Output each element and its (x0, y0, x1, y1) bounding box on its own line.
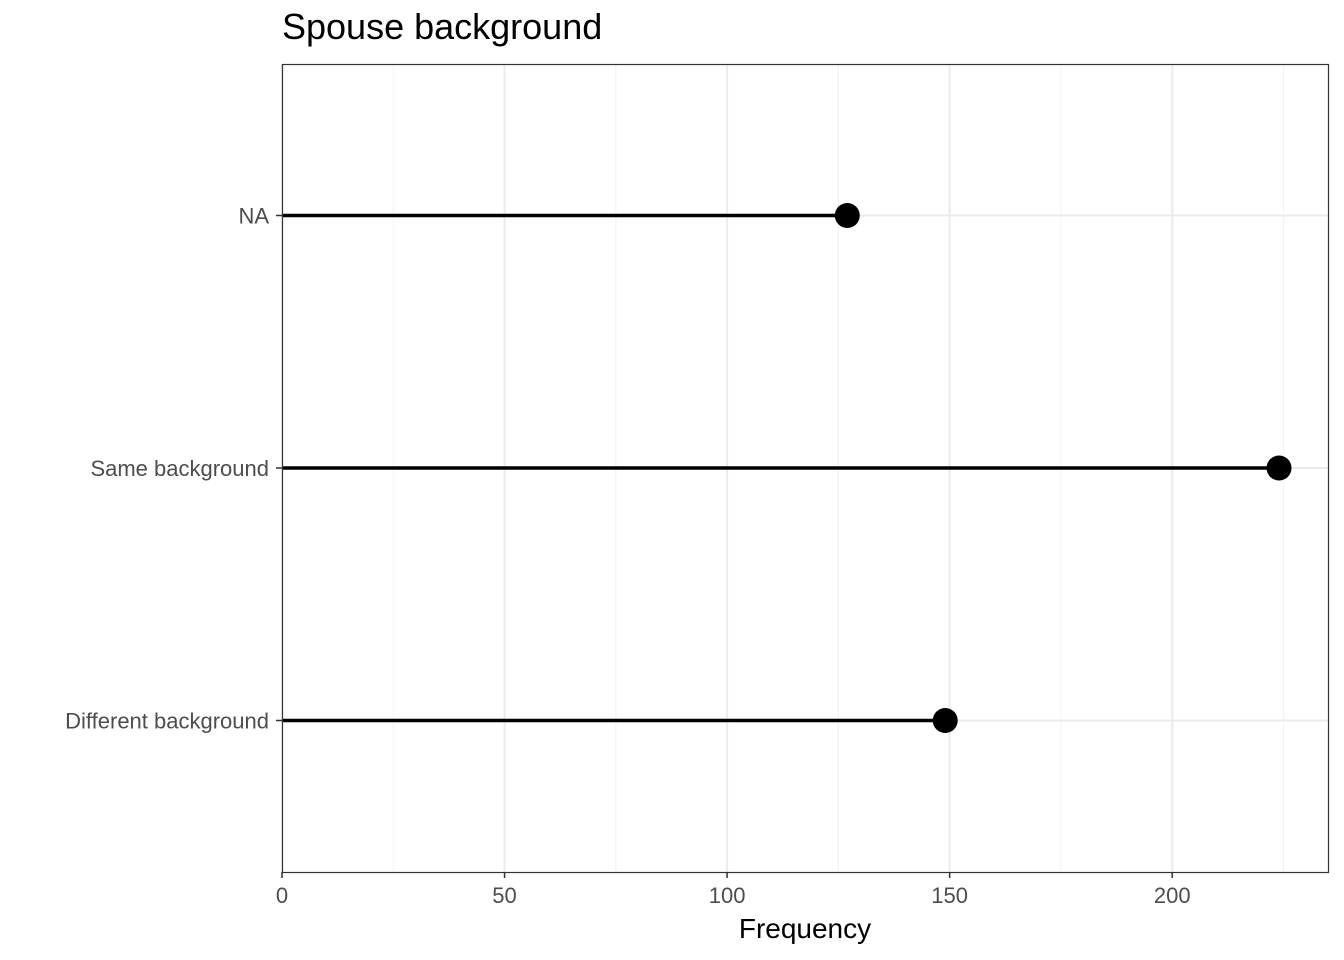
x-tick-label: 150 (931, 883, 968, 908)
y-tick-label: Same background (90, 456, 269, 481)
lollipop-point (932, 708, 958, 733)
data-marks (282, 203, 1292, 733)
chart-title: Spouse background (282, 6, 603, 47)
axes: Different background Same background NA 0 50… (65, 204, 1190, 909)
x-tick-label: 100 (709, 883, 746, 908)
x-axis-title: Frequency (739, 913, 871, 944)
panel-border (281, 63, 1330, 874)
y-tick-label: Different background (65, 709, 269, 734)
lollipop-point (834, 203, 860, 228)
y-tick-label: NA (238, 204, 269, 229)
lollipop-point (1266, 455, 1292, 481)
x-tick-label: 0 (276, 883, 288, 908)
x-tick-label: 200 (1154, 883, 1191, 908)
x-tick-label: 50 (492, 883, 516, 908)
